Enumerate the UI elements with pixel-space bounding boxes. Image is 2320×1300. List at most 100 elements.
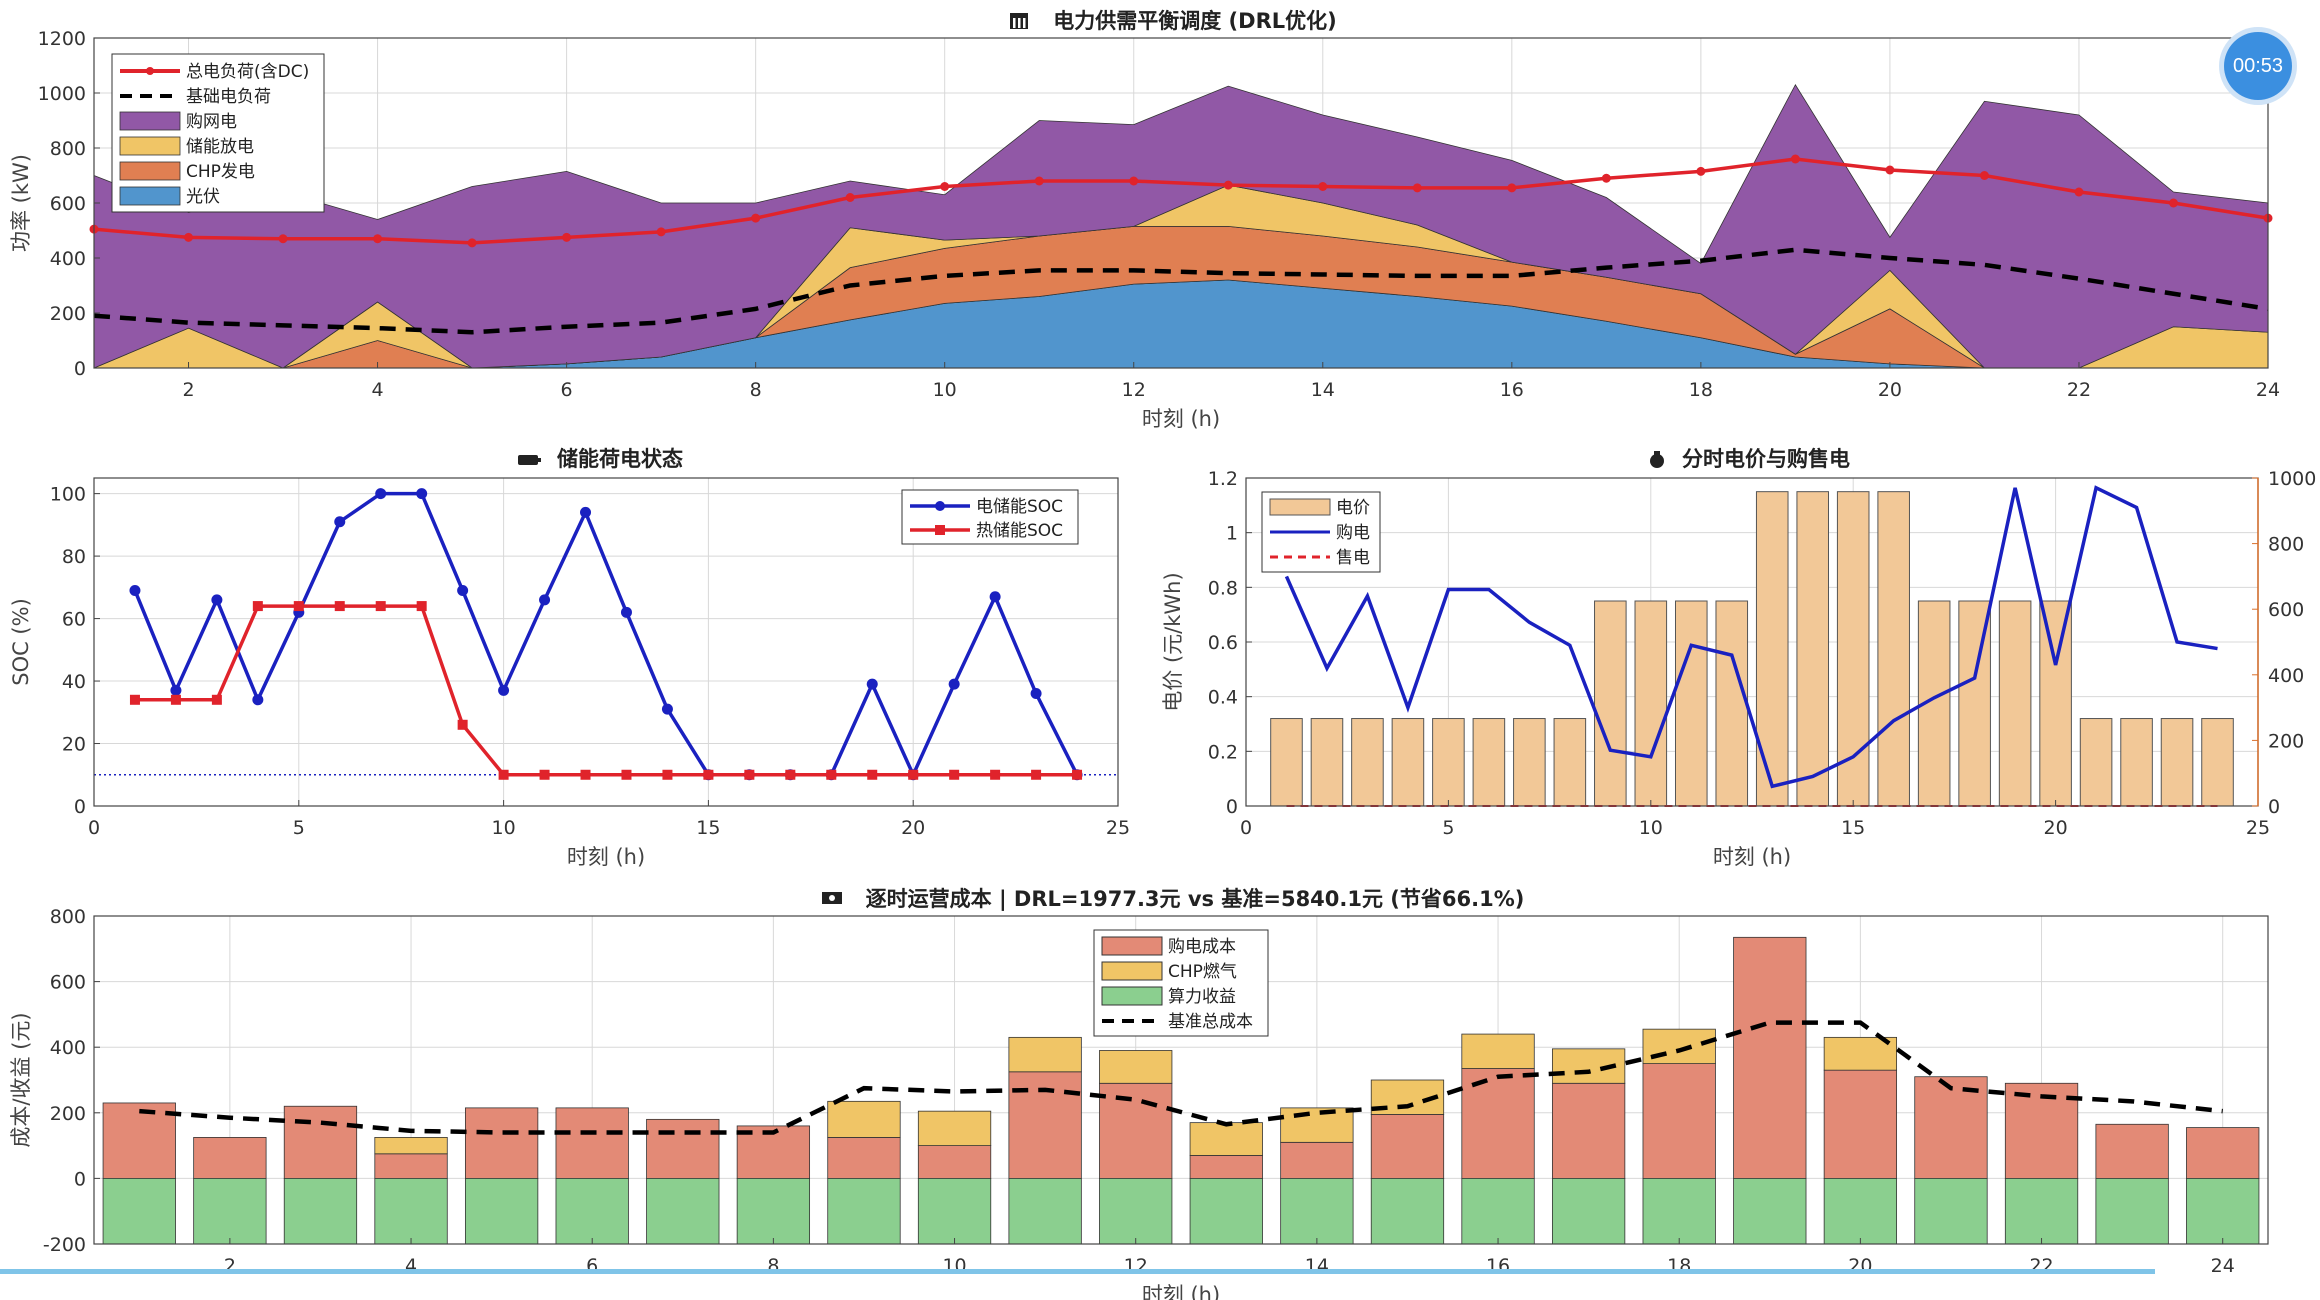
y-tick-label: 60 — [62, 609, 86, 631]
point — [620, 606, 632, 618]
point — [580, 506, 592, 518]
x-tick-label: 10 — [1639, 817, 1663, 839]
point — [129, 694, 140, 705]
legend-swatch — [119, 111, 181, 131]
bar-purchase-cost — [1914, 1076, 1988, 1179]
icon-part — [1013, 18, 1016, 28]
legend-swatch — [119, 186, 181, 206]
bar-purchase-cost — [102, 1102, 176, 1179]
bar-compute-revenue — [1642, 1178, 1716, 1245]
bar-chp-gas — [374, 1137, 448, 1155]
bar-purchase-cost — [283, 1105, 358, 1179]
legend-label: 电储能SOC — [976, 497, 1063, 517]
chart-title: 分时电价与购售电 — [1682, 447, 1850, 471]
y-tick-label: 0 — [74, 796, 86, 818]
x-tick-label: 14 — [1311, 379, 1335, 401]
x-tick-label: 20 — [2044, 817, 2068, 839]
point — [1696, 166, 1706, 176]
point — [170, 694, 181, 705]
recording-timer[interactable]: 00:53 — [2224, 32, 2292, 100]
bar-purchase-cost — [1280, 1141, 1354, 1179]
bar-compute-revenue — [1280, 1178, 1354, 1245]
bar-purchase-cost — [464, 1107, 539, 1179]
point — [375, 488, 387, 500]
x-tick-label: 15 — [696, 817, 720, 839]
bar-price — [2201, 718, 2234, 807]
plot-frame — [93, 915, 2269, 1245]
point — [334, 516, 346, 528]
x-tick-label: 20 — [901, 817, 925, 839]
x-tick-label: 25 — [2246, 817, 2270, 839]
point — [1318, 182, 1328, 191]
bar-price — [1472, 718, 1506, 807]
bar-price — [2120, 718, 2153, 807]
point — [990, 769, 1001, 780]
x-tick-label: 20 — [1878, 379, 1902, 401]
x-tick-label: 0 — [88, 817, 100, 839]
point — [785, 769, 796, 780]
legend-label: 热储能SOC — [976, 521, 1063, 541]
icon-part — [1023, 18, 1026, 28]
bar-price — [2039, 600, 2072, 807]
bar-purchase-cost — [1733, 936, 1807, 1179]
y2-tick-label: 200 — [2268, 730, 2304, 752]
bar-compute-revenue — [1461, 1178, 1535, 1245]
point — [467, 238, 477, 248]
bar-purchase-cost — [1370, 1114, 1445, 1179]
legend-label: 购网电 — [186, 112, 237, 132]
point — [949, 769, 960, 780]
battery-icon — [518, 455, 541, 465]
icon-part — [1654, 451, 1660, 455]
x-tick-label: 18 — [1689, 379, 1713, 401]
y-tick-label: 800 — [50, 138, 86, 160]
point — [539, 769, 550, 780]
legend-label: 售电 — [1336, 548, 1370, 568]
point — [457, 719, 468, 730]
y-tick-label: 600 — [50, 193, 86, 215]
bar-price — [1594, 600, 1627, 807]
bar-compute-revenue — [1189, 1178, 1263, 1245]
bar-price — [1755, 491, 1789, 807]
bar-price — [2079, 718, 2113, 807]
bar-chp-gas — [1280, 1107, 1354, 1143]
bar-compute-revenue — [736, 1178, 811, 1245]
x-tick-label: 16 — [1500, 379, 1524, 401]
legend-marker — [146, 67, 154, 75]
plot-frame — [93, 477, 1119, 807]
legend-label: 基础电负荷 — [186, 87, 271, 107]
point — [845, 193, 855, 202]
bar-compute-revenue — [1099, 1178, 1173, 1245]
y-tick-label: 200 — [50, 303, 86, 325]
point — [656, 227, 666, 237]
point — [2168, 198, 2178, 208]
y2-tick-label: 1000 — [2268, 468, 2316, 490]
bar-compute-revenue — [2004, 1178, 2079, 1245]
bar-compute-revenue — [2186, 1178, 2260, 1245]
point — [1507, 183, 1517, 193]
y-tick-label: 1 — [1226, 523, 1238, 545]
legend-label: CHP燃气 — [1168, 962, 1237, 982]
y-tick-label: 200 — [50, 1103, 86, 1125]
x-tick-label: 24 — [2211, 1255, 2235, 1277]
icon-part — [1018, 18, 1021, 28]
bar-compute-revenue — [827, 1178, 901, 1245]
bar-compute-revenue — [1370, 1178, 1445, 1245]
legend-label: 光伏 — [186, 187, 220, 207]
bar-purchase-cost — [646, 1118, 720, 1179]
icon-part — [829, 895, 835, 901]
point — [498, 684, 510, 696]
x-tick-label: 5 — [1442, 817, 1454, 839]
point — [1129, 176, 1139, 186]
icon-part — [1650, 454, 1664, 468]
point — [1601, 173, 1611, 183]
bar-compute-revenue — [646, 1178, 720, 1245]
line-总电负荷(含DC) — [93, 157, 2269, 245]
point — [2074, 187, 2084, 197]
y-tick-label: -200 — [43, 1234, 86, 1256]
bar-compute-revenue — [1733, 1178, 1807, 1245]
playback-progress-bar[interactable] — [0, 1269, 2155, 1274]
legend-label: 购电 — [1336, 523, 1370, 543]
chart-title: 逐时运营成本 | DRL=1977.3元 vs 基准=5840.1元 (节省66… — [866, 887, 1525, 912]
point — [661, 703, 673, 715]
